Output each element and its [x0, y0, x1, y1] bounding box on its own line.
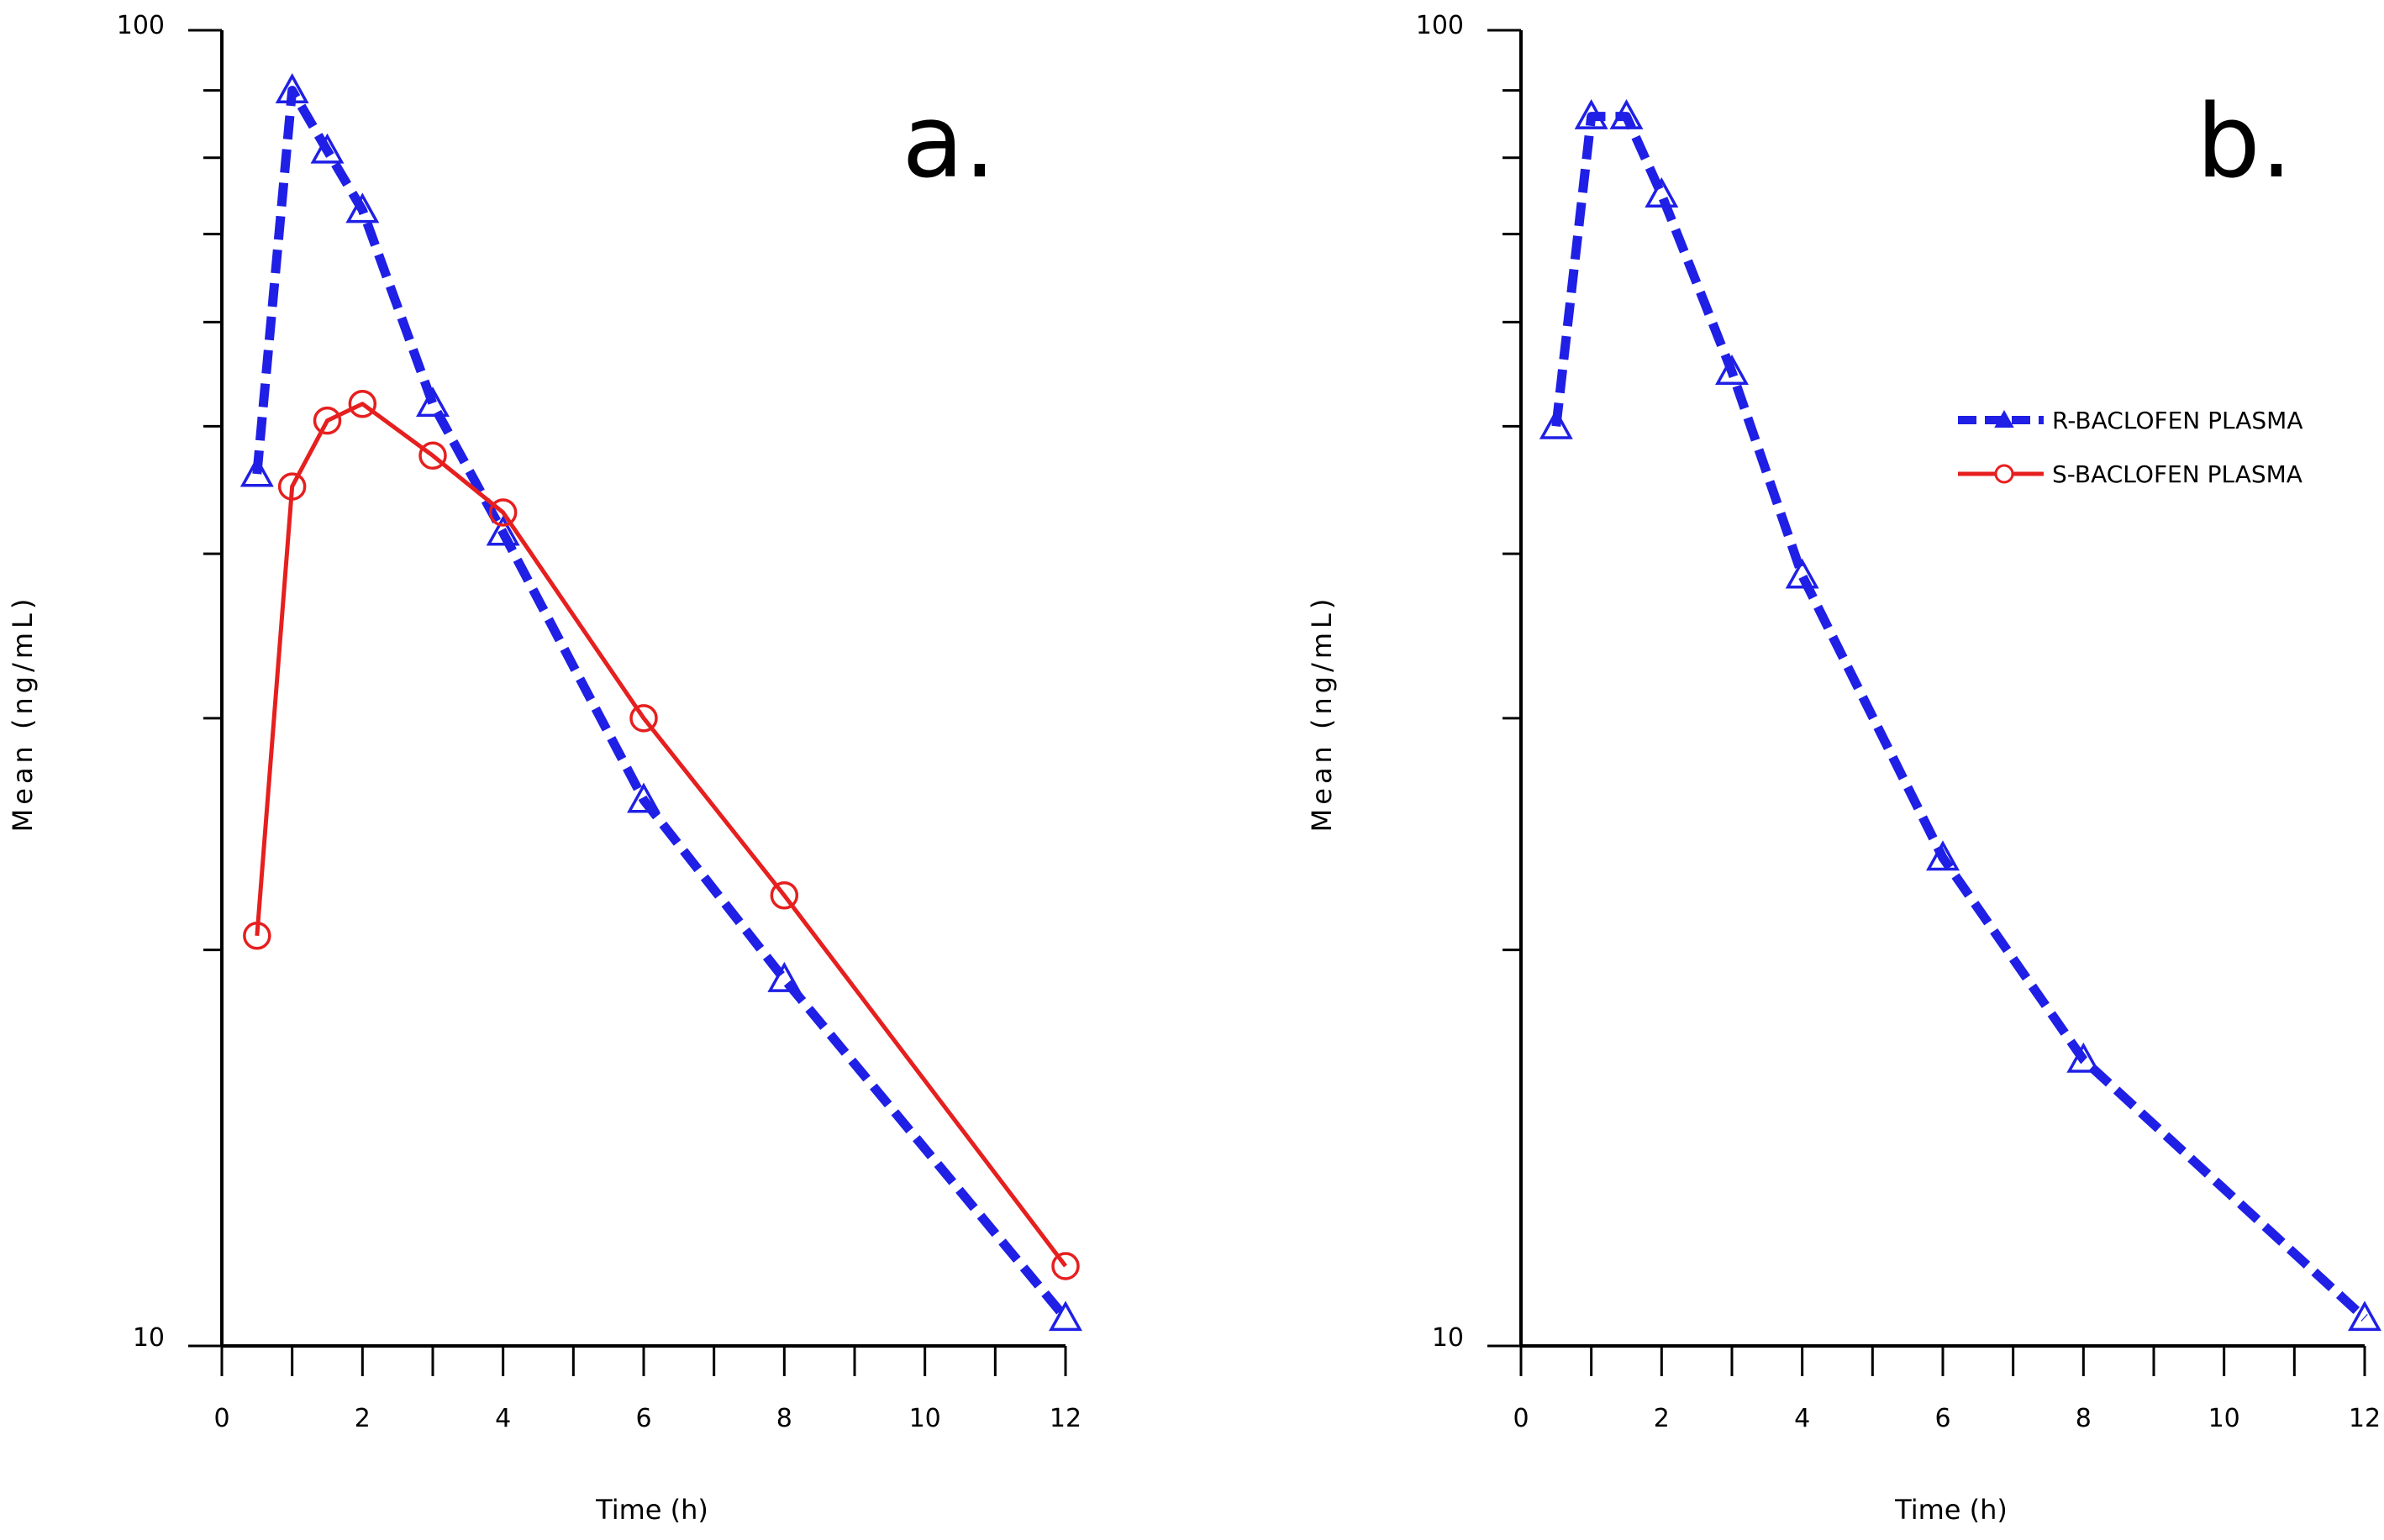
y-tick-label: 10: [1432, 1323, 1464, 1353]
x-tick-label: 12: [2349, 1404, 2381, 1433]
x-axis-title: Time (h): [595, 1494, 708, 1526]
data-point: [243, 922, 271, 950]
data-point: [629, 704, 658, 733]
data-point: [1609, 98, 1644, 129]
panel-label: a.: [902, 84, 996, 201]
y-tick-label: 100: [1416, 11, 1464, 40]
y-axis-title: Mean (ng/mL): [1306, 595, 1338, 833]
data-point: [1645, 177, 1679, 208]
panel-label: b.: [2197, 84, 2292, 201]
data-point: [486, 515, 520, 546]
data-point: [416, 386, 450, 418]
data-point: [1574, 98, 1608, 129]
legend-marker: [1994, 409, 2014, 428]
x-tick-label: 10: [909, 1404, 941, 1433]
legend: R-BACLOFEN PLASMA S-BACLOFEN PLASMA: [1958, 407, 2303, 488]
data-point: [1715, 354, 1749, 385]
series-line: [255, 402, 1067, 1268]
data-point: [627, 782, 660, 813]
legend-label: S-BACLOFEN PLASMA: [2052, 460, 2302, 488]
data-point: [313, 406, 342, 435]
legend-marker: [1994, 464, 2014, 484]
data-point: [2348, 1301, 2381, 1332]
series-line: [252, 86, 1070, 1322]
data-point: [239, 456, 274, 487]
data-point: [770, 881, 799, 910]
chart-panel-b: 10 100 0 2 4 6 8 10 12 Time (h) Mean (ng/mL) b. R-BA…: [1306, 11, 2381, 1526]
x-tick-label: 4: [495, 1404, 511, 1433]
x-tick-label: 10: [2208, 1404, 2240, 1433]
data-point: [1049, 1301, 1082, 1332]
x-tick-label: 12: [1050, 1404, 1081, 1433]
data-point: [418, 441, 447, 470]
x-tick-label: 6: [635, 1404, 651, 1433]
data-point: [277, 472, 307, 501]
x-tick-label: 4: [1794, 1404, 1810, 1433]
x-tick-label: 0: [213, 1404, 229, 1433]
data-point: [275, 73, 309, 104]
data-point: [1785, 558, 1819, 589]
data-point: [1926, 840, 1960, 871]
series-r-baclofen-plasma: [1539, 98, 2381, 1332]
data-point: [345, 192, 380, 223]
data-point: [348, 389, 377, 418]
y-tick-label: 100: [117, 11, 165, 40]
x-tick-label: 0: [1513, 1404, 1529, 1433]
data-point: [310, 133, 345, 164]
x-axis-title: Time (h): [1894, 1494, 2008, 1526]
x-tick-label: 8: [776, 1404, 792, 1433]
series-line: [1551, 112, 2368, 1322]
data-point: [488, 498, 518, 527]
data-point: [1539, 408, 1573, 439]
x-tick-label: 2: [1654, 1404, 1670, 1433]
y-axis-title: Mean (ng/mL): [7, 595, 39, 833]
y-tick-label: 10: [133, 1323, 165, 1353]
legend-label: R-BACLOFEN PLASMA: [2052, 407, 2303, 434]
chart-panel-a: 10 100 0 2 4 6 8 10 12 Time (h) Mean (ng/mL) a.: [7, 11, 1082, 1526]
series-r-baclofen-plasma: [239, 73, 1082, 1332]
x-tick-label: 6: [1934, 1404, 1950, 1433]
x-tick-label: 8: [2076, 1404, 2092, 1433]
data-point: [2066, 1042, 2101, 1073]
data-point: [1051, 1252, 1080, 1280]
series-s-baclofen-plasma: [243, 389, 1080, 1280]
x-tick-label: 2: [355, 1404, 371, 1433]
data-point: [767, 961, 802, 992]
